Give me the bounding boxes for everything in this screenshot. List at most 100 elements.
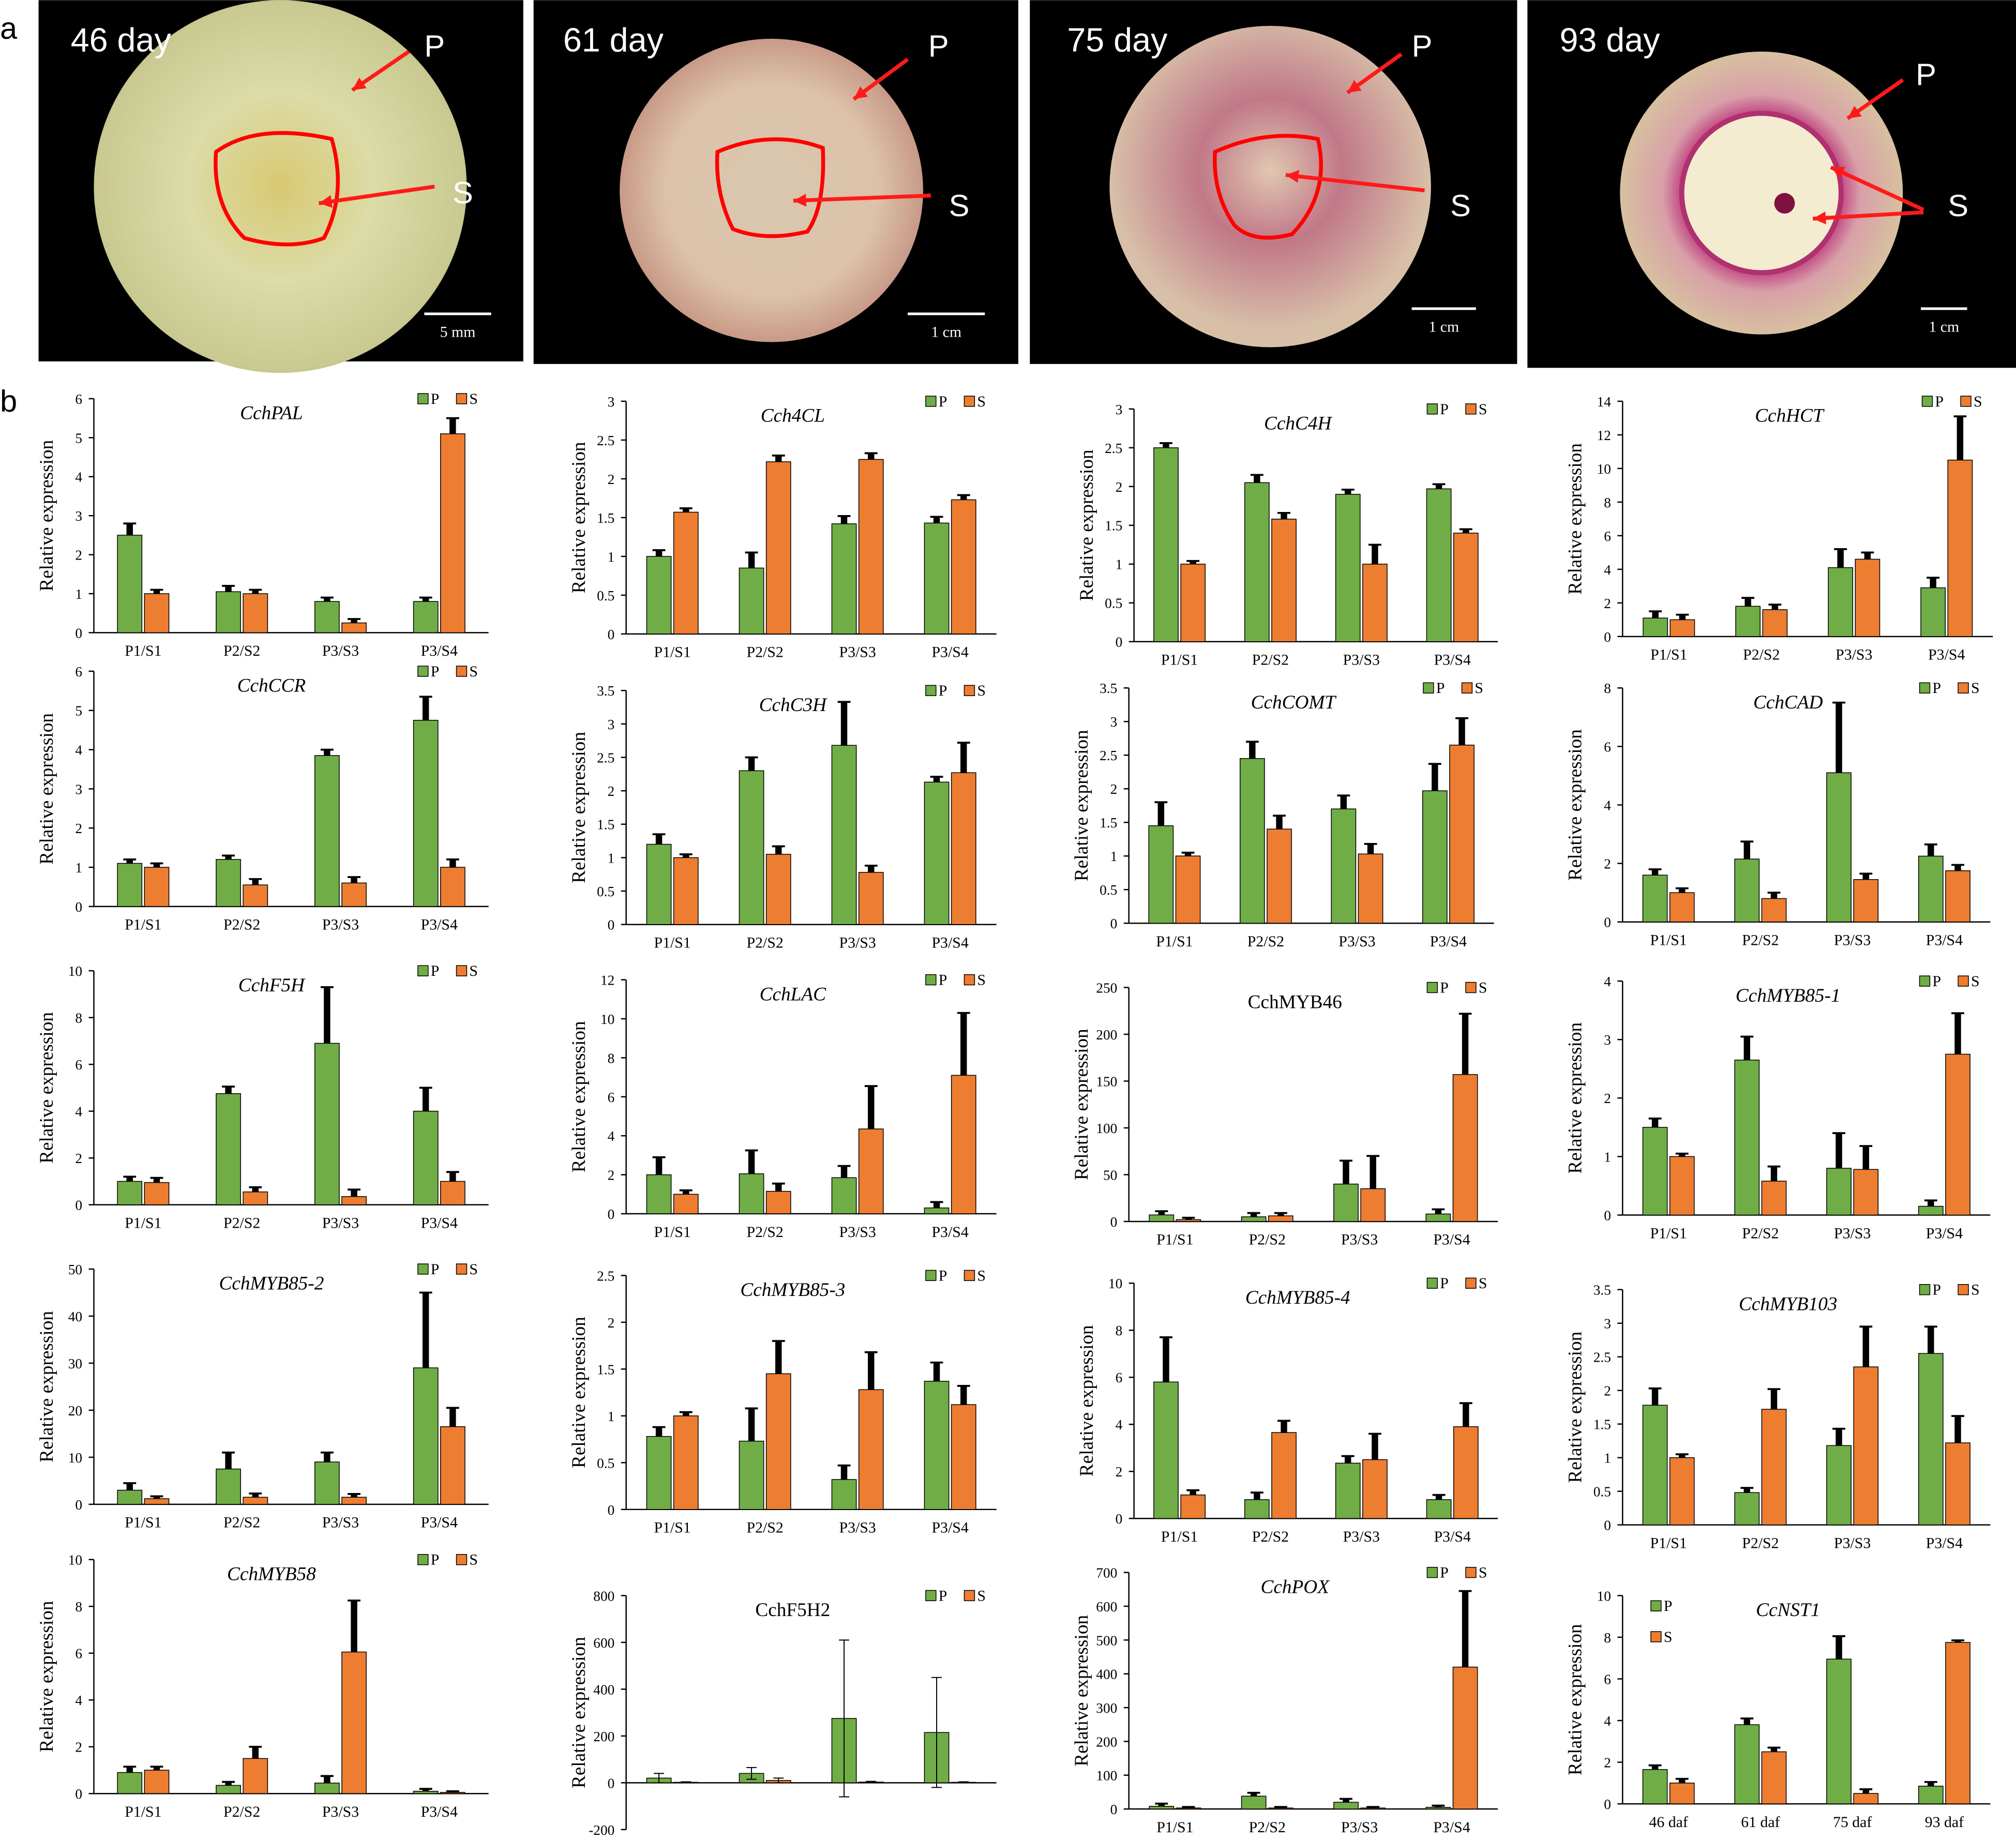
error-bar	[1435, 1209, 1442, 1214]
y-tick-label: 4	[75, 1104, 82, 1120]
legend-swatch-s	[1958, 1284, 1969, 1295]
y-tick-label: 2	[1604, 1091, 1611, 1106]
y-axis-label: Relative expression	[1565, 1022, 1586, 1174]
error-bar	[1743, 1718, 1751, 1725]
x-tick-label: P2/S2	[747, 934, 784, 951]
error-bar	[324, 749, 330, 756]
y-axis-label: Relative expression	[1076, 1325, 1097, 1476]
y-tick-label: 2	[608, 783, 615, 799]
bar-p	[117, 1772, 143, 1794]
bar-s	[1945, 1642, 1970, 1804]
y-tick-label: 1	[1604, 1451, 1611, 1466]
y-tick-label: 10	[1108, 1276, 1122, 1291]
bar-s	[243, 1497, 268, 1505]
x-tick-label: P1/S1	[125, 642, 161, 659]
bar-p	[1149, 1806, 1175, 1809]
bar-s	[1175, 855, 1201, 924]
bar-p	[1826, 1445, 1852, 1526]
bar-s	[1268, 1215, 1293, 1222]
error-bar	[225, 855, 232, 859]
chart-cchhct: 0 2 4 6 8 10 12 14 Relative expression CchHCT P S P1…	[1565, 393, 1993, 663]
x-tick-label: P2/S2	[1249, 1819, 1286, 1836]
bar-p	[117, 1489, 143, 1505]
error-bar	[960, 743, 967, 773]
error-bar	[252, 1493, 259, 1498]
legend-label: P	[1932, 1281, 1941, 1299]
error-bar	[1458, 718, 1465, 745]
legend-swatch-p	[1426, 982, 1438, 993]
bar-s	[1853, 1366, 1879, 1526]
y-tick-label: 8	[75, 1599, 82, 1615]
y-tick-label: 0	[75, 899, 82, 915]
error-bar	[775, 455, 782, 462]
label-s: S	[1450, 188, 1471, 223]
error-bar	[1770, 1166, 1778, 1181]
bar-s	[673, 1415, 699, 1510]
error-bar	[1679, 1153, 1686, 1157]
bar-p	[831, 523, 857, 635]
legend-label: S	[469, 1551, 478, 1568]
x-tick-label: P1/S1	[1156, 933, 1193, 950]
y-tick-label: 1	[1604, 1149, 1611, 1165]
fruit-cross-section	[620, 38, 923, 342]
legend-swatch-s	[1465, 1566, 1477, 1578]
x-tick-label: P1/S1	[654, 644, 691, 661]
y-tick-label: 2	[1116, 479, 1123, 495]
label-s: S	[453, 175, 473, 210]
legend-swatch-s	[1960, 396, 1972, 407]
error-bar	[1250, 1213, 1257, 1217]
error-bar	[1928, 844, 1934, 856]
y-axis-label: Relative expression	[36, 1012, 57, 1164]
legend-label: P	[1440, 1275, 1449, 1292]
y-tick-label: 5	[75, 430, 82, 446]
y-tick-label: 1.5	[1105, 518, 1122, 534]
x-tick-label: P3/S3	[1836, 646, 1872, 663]
y-axis-label: Relative expression	[1565, 443, 1586, 595]
chart-title: CchC4H	[1264, 413, 1333, 434]
y-tick-label: 2.5	[1100, 748, 1117, 763]
bar-p	[1244, 482, 1270, 642]
legend-label: S	[977, 1587, 986, 1604]
label-p: P	[1916, 57, 1936, 92]
bar-p	[1642, 874, 1668, 923]
y-tick-label: 100	[1096, 1121, 1117, 1136]
x-tick-label: P2/S2	[223, 1803, 260, 1820]
y-tick-label: 100	[1096, 1768, 1117, 1784]
x-tick-label: P1/S1	[125, 1514, 161, 1531]
error-bar	[1679, 1454, 1686, 1458]
y-tick-label: 0.5	[597, 588, 614, 604]
y-axis-label: Relative expression	[568, 732, 590, 883]
y-tick-label: 50	[1103, 1167, 1117, 1183]
legend-label: S	[977, 682, 986, 699]
bar-p	[1148, 825, 1174, 924]
y-tick-label: 5	[75, 703, 82, 719]
legend-swatch-p	[925, 685, 937, 696]
y-tick-label: 700	[1096, 1565, 1117, 1581]
error-bar	[1651, 1765, 1659, 1770]
legend-swatch-p	[1426, 1566, 1438, 1578]
error-bar	[840, 702, 848, 746]
bar-p	[1642, 1769, 1668, 1804]
bar-s	[1855, 559, 1880, 637]
error-bar	[1163, 1337, 1169, 1382]
error-bar	[1770, 893, 1778, 899]
legend-label: S	[1974, 393, 1982, 410]
error-bar	[449, 1408, 456, 1427]
error-bar	[748, 552, 755, 568]
arrow-head-icon	[1831, 167, 1845, 179]
x-tick-label: P3/S4	[421, 1214, 458, 1231]
error-bar	[153, 1767, 160, 1770]
seed-cavity	[1679, 111, 1844, 276]
error-bar	[449, 418, 456, 434]
error-bar	[324, 987, 330, 1044]
error-bar	[1836, 702, 1842, 773]
y-tick-label: 150	[1096, 1074, 1117, 1089]
y-axis-label: Relative expression	[1071, 1029, 1092, 1180]
bar-s	[1362, 1459, 1388, 1519]
region-s-outline	[214, 131, 340, 247]
y-tick-label: 3.5	[597, 683, 614, 699]
error-bar	[683, 854, 689, 858]
error-bar	[868, 1352, 875, 1390]
error-bar	[1462, 1014, 1469, 1075]
error-bar	[933, 1362, 940, 1381]
